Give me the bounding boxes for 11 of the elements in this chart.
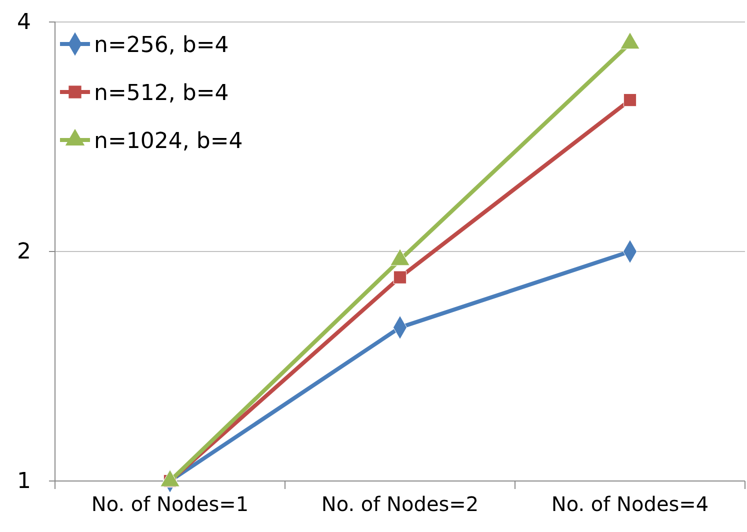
legend-label: n=512, b=4 [94,81,229,106]
y-tick-label: 2 [17,240,31,265]
point [393,270,407,284]
x-tick-label: No. of Nodes=4 [551,492,709,516]
legend-label: n=1024, b=4 [94,129,243,154]
y-tick-label: 1 [17,469,31,494]
x-tick-label: No. of Nodes=1 [91,492,249,516]
legend-label: n=256, b=4 [94,33,229,58]
y-tick-label: 4 [17,10,31,36]
x-tick-label: No. of Nodes=2 [321,492,479,516]
point [623,93,637,107]
